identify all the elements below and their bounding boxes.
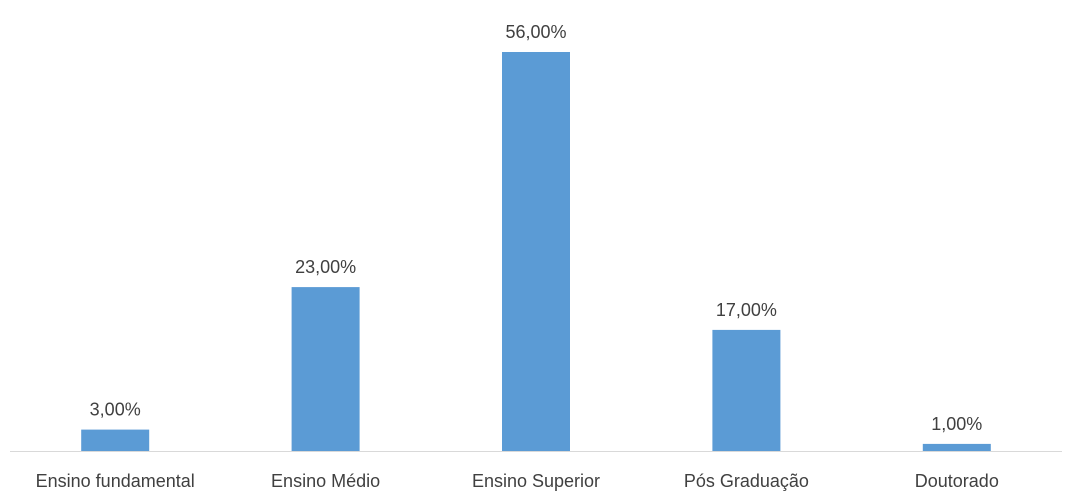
bar-3 <box>502 52 570 451</box>
bar-4 <box>712 329 781 451</box>
bar-1 <box>81 429 150 451</box>
category-label-4: Pós Graduação <box>684 471 809 491</box>
data-label-3: 56,00% <box>505 22 566 42</box>
data-label-4: 17,00% <box>716 300 777 320</box>
bar-2 <box>291 287 360 451</box>
category-label-5: Doutorado <box>915 471 999 491</box>
data-label-1: 3,00% <box>90 400 141 420</box>
data-labels-group: 3,00% 23,00% 56,00% 17,00% 1,00% <box>90 22 983 434</box>
data-label-2: 23,00% <box>295 257 356 277</box>
category-label-1: Ensino fundamental <box>36 471 195 491</box>
category-labels-group: Ensino fundamental Ensino Médio Ensino Sup… <box>36 471 999 491</box>
category-label-3: Ensino Superior <box>472 471 600 491</box>
bar-5 <box>922 443 991 451</box>
bars-group <box>81 52 991 451</box>
data-label-5: 1,00% <box>931 414 982 434</box>
category-label-2: Ensino Médio <box>271 471 380 491</box>
